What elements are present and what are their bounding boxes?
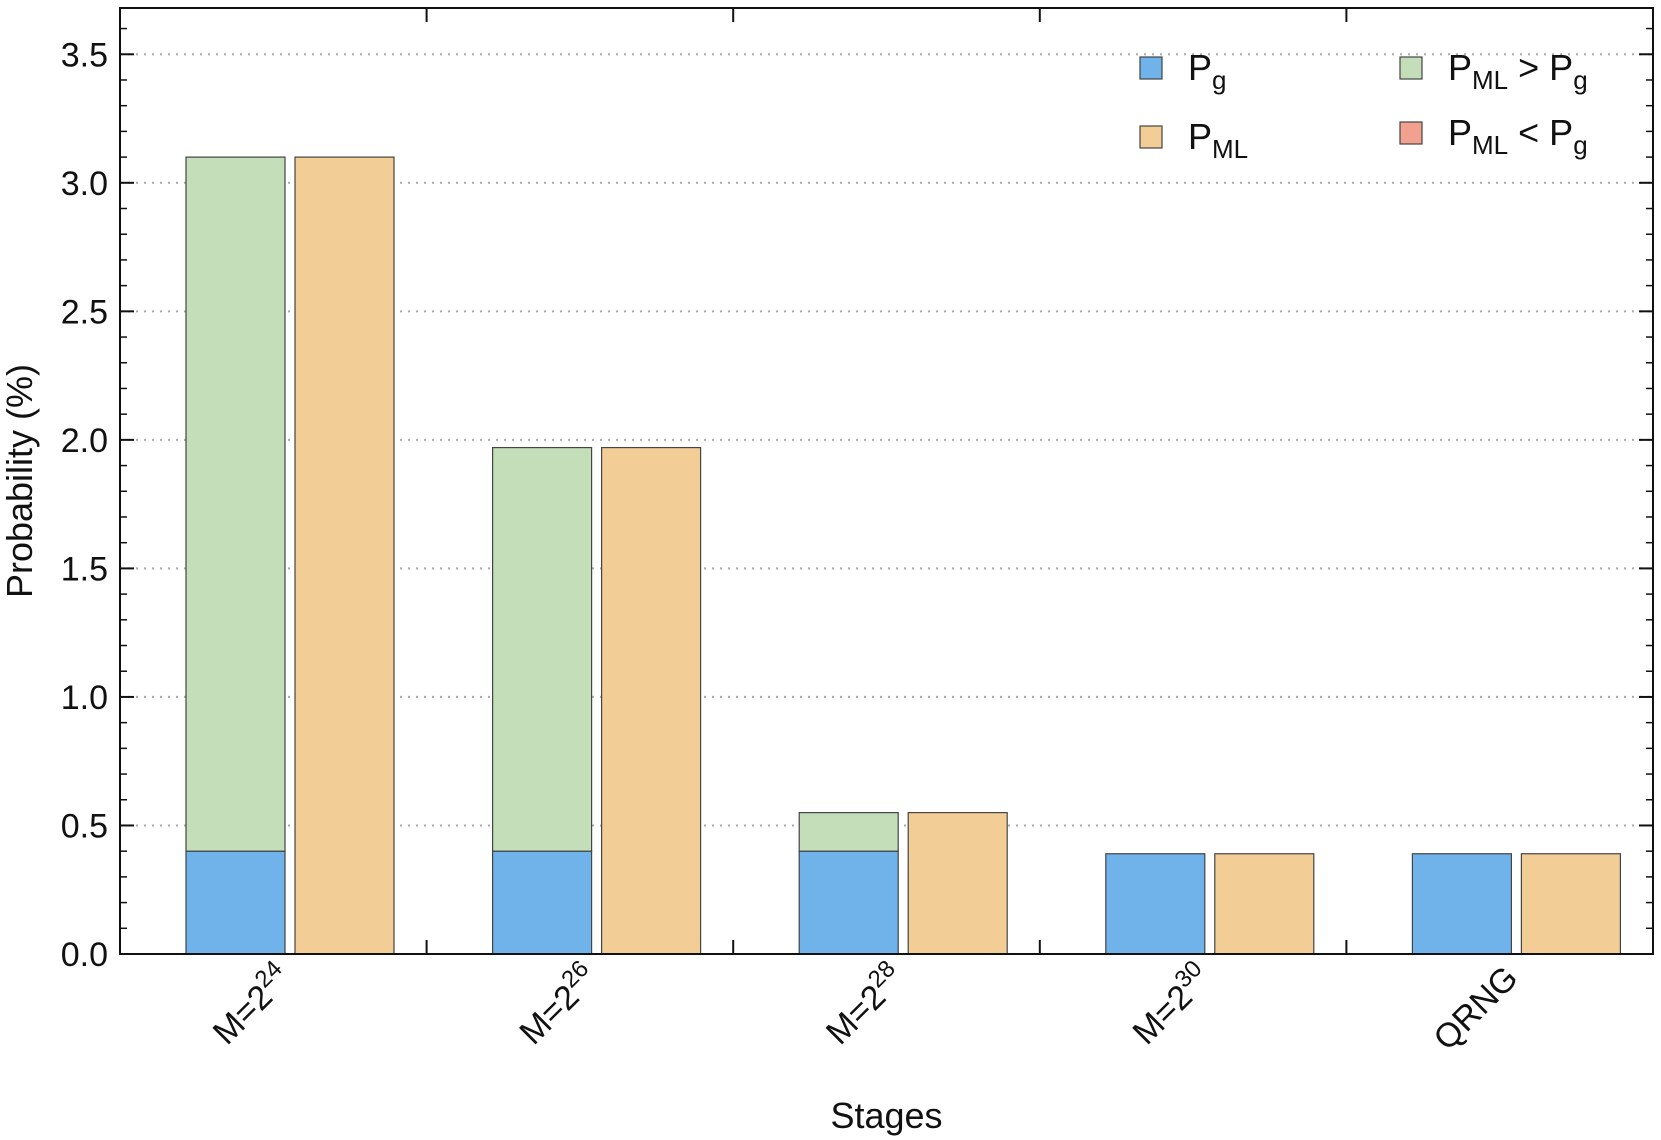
x-tick-label: M=230 — [1122, 955, 1219, 1052]
legend-label: PML < Pg — [1448, 112, 1588, 160]
bar-ml-gt-g — [492, 446, 593, 852]
y-tick-label: 1.5 — [61, 550, 108, 588]
bars — [185, 156, 1622, 955]
y-tick-label: 2.0 — [61, 422, 108, 460]
x-tick-label: M=224 — [202, 955, 299, 1052]
x-tick-label: M=228 — [815, 955, 912, 1052]
bar-pg — [492, 850, 593, 955]
bar-pml — [907, 812, 1008, 955]
legend-swatch — [1399, 121, 1423, 145]
bar-pml — [294, 156, 395, 955]
y-tick-label: 3.0 — [61, 165, 108, 203]
bar-pg — [185, 850, 286, 955]
legend-swatch — [1139, 125, 1163, 149]
bar-pg — [798, 850, 899, 955]
bar-pml — [1520, 853, 1622, 955]
x-tick-label: QRNG — [1426, 959, 1525, 1058]
legend-swatch — [1139, 56, 1163, 80]
bar-ml-gt-g — [798, 812, 899, 852]
plot-frame — [119, 7, 1654, 955]
legend: Pg PML PML > Pg PML < Pg — [1139, 47, 1588, 164]
legend-label: PML — [1188, 116, 1248, 164]
y-tick-label: 0.0 — [61, 936, 108, 974]
bar-pg — [1411, 853, 1513, 955]
y-tick-label: 1.0 — [61, 679, 108, 717]
bar-pg — [1105, 853, 1206, 955]
y-tick-label: 0.5 — [61, 807, 108, 845]
bar-pml — [1214, 853, 1315, 955]
legend-label: Pg — [1188, 47, 1226, 95]
y-tick-label: 2.5 — [61, 293, 108, 331]
x-tick-label: M=226 — [509, 955, 606, 1052]
y-tick-label: 3.5 — [61, 36, 108, 74]
legend-swatch — [1399, 56, 1423, 80]
x-axis-title: Stages — [830, 1095, 942, 1136]
bar-pml — [600, 446, 702, 955]
y-axis: 0.0 0.5 1.0 1.5 2.0 2.5 3.0 3.5 — [61, 27, 1653, 974]
bar-ml-gt-g — [185, 156, 286, 852]
legend-label: PML > Pg — [1448, 47, 1588, 95]
y-axis-title: Probability (%) — [0, 364, 40, 598]
